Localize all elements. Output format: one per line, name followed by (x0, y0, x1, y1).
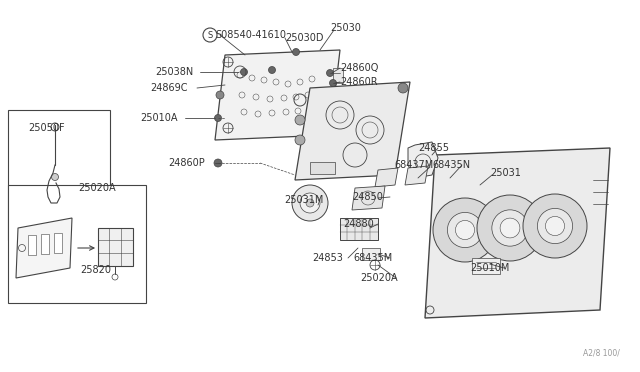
Text: 68435N: 68435N (432, 160, 470, 170)
Text: 24855: 24855 (418, 143, 449, 153)
Polygon shape (425, 148, 610, 318)
Polygon shape (295, 82, 410, 180)
Circle shape (292, 48, 300, 55)
Circle shape (477, 195, 543, 261)
Circle shape (433, 198, 497, 262)
Circle shape (330, 80, 337, 87)
Circle shape (326, 70, 333, 77)
Text: 25031: 25031 (490, 168, 521, 178)
Text: 25038N: 25038N (155, 67, 193, 77)
Circle shape (538, 208, 573, 244)
Circle shape (51, 173, 58, 180)
Circle shape (456, 220, 475, 240)
Circle shape (306, 199, 314, 207)
Bar (41, 234, 49, 254)
Text: 24860Q: 24860Q (340, 63, 378, 73)
Text: 25030D: 25030D (285, 33, 323, 43)
Circle shape (300, 193, 320, 213)
Text: 25050F: 25050F (28, 123, 65, 133)
Circle shape (295, 135, 305, 145)
Text: 68437M: 68437M (394, 160, 433, 170)
Bar (362, 248, 380, 260)
Bar (98, 228, 133, 266)
Bar (340, 218, 378, 240)
Text: 24860R: 24860R (340, 77, 378, 87)
Bar (310, 162, 335, 174)
Text: 25020A: 25020A (360, 273, 397, 283)
Circle shape (545, 217, 564, 235)
Circle shape (214, 115, 221, 122)
Circle shape (500, 218, 520, 238)
Circle shape (492, 210, 528, 246)
Circle shape (447, 212, 483, 248)
Text: 25030: 25030 (330, 23, 361, 33)
Polygon shape (375, 168, 398, 187)
Circle shape (241, 68, 248, 76)
Text: 25010A: 25010A (140, 113, 177, 123)
Bar (8, 185, 146, 303)
Text: 24880: 24880 (343, 219, 374, 229)
Circle shape (216, 91, 224, 99)
Text: 24850: 24850 (352, 192, 383, 202)
Text: S08540-41610: S08540-41610 (215, 30, 286, 40)
Text: S: S (207, 31, 212, 39)
Text: 24860P: 24860P (168, 158, 205, 168)
Text: 25820: 25820 (80, 265, 111, 275)
Text: A2/8 100/: A2/8 100/ (583, 349, 620, 358)
Text: 25010M: 25010M (470, 263, 509, 273)
Text: 24853: 24853 (312, 253, 343, 263)
Circle shape (214, 159, 222, 167)
Text: 24869C: 24869C (150, 83, 188, 93)
Text: 68435M: 68435M (353, 253, 392, 263)
Bar (472, 258, 500, 274)
Polygon shape (215, 50, 340, 140)
Bar (333, 68, 343, 82)
Polygon shape (352, 186, 385, 210)
Circle shape (292, 185, 328, 221)
Circle shape (269, 67, 275, 74)
Polygon shape (405, 166, 428, 185)
Text: 25020A: 25020A (78, 183, 116, 193)
Text: 25031M: 25031M (284, 195, 323, 205)
Polygon shape (16, 218, 72, 278)
Polygon shape (408, 142, 438, 178)
Bar (333, 90, 343, 104)
Bar (28, 235, 36, 255)
Bar (8, 110, 110, 240)
Circle shape (523, 194, 587, 258)
Circle shape (295, 115, 305, 125)
Bar (54, 233, 62, 253)
Circle shape (398, 83, 408, 93)
Bar (333, 112, 343, 126)
